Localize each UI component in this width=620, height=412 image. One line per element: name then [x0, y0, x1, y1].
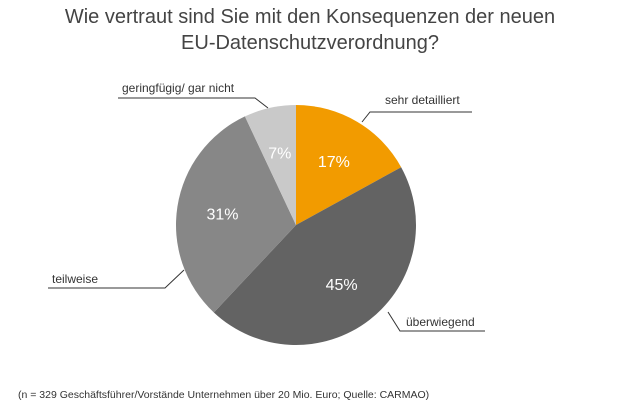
leader-line: [361, 111, 472, 123]
data-label: 31%: [207, 206, 239, 223]
slice-label: überwiegend: [406, 315, 475, 329]
footnote: (n = 329 Geschäftsführer/Vorstände Unter…: [18, 389, 430, 401]
data-label: 7%: [268, 145, 291, 162]
pie-slice: [213, 167, 416, 345]
chart-title-line-1: Wie vertraut sind Sie mit den Konsequenz…: [64, 6, 556, 28]
slice-label: geringfügig/ gar nicht: [122, 81, 235, 95]
pie-slice: [175, 116, 296, 313]
chart-title-line-2: EU-Datenschutzverordnung?: [181, 32, 439, 54]
pie-slice: [244, 105, 296, 225]
leader-line: [48, 269, 185, 289]
leader-line: [118, 97, 269, 109]
data-label: 45%: [326, 277, 358, 294]
data-label: 17%: [318, 154, 350, 171]
slice-label: sehr detailliert: [385, 93, 460, 107]
leader-line: [387, 311, 485, 332]
pie-slice: [296, 105, 402, 225]
slice-label: teilweise: [52, 272, 98, 286]
